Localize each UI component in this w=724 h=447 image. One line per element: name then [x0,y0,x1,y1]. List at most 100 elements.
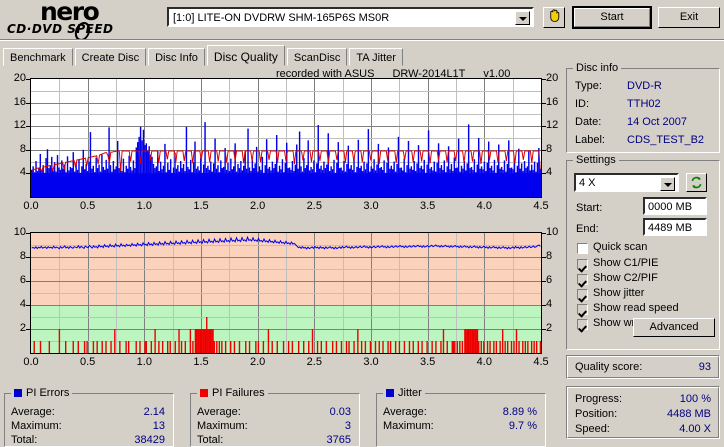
pie-chart-ytick-mark [26,149,30,151]
checkbox-label-1[interactable]: Show C1/PIE [593,257,659,269]
jitter-stats-title: Jitter [383,387,425,399]
tab-scandisc[interactable]: ScanDisc [286,48,348,66]
chevron-down-icon[interactable] [660,177,675,191]
pie-chart-ytick-left: 4 [19,166,26,179]
scan-end-label: End: [576,223,599,235]
checkbox-label-2[interactable]: Show C2/PIF [593,272,658,284]
pie-chart-ytick-right: 12 [546,119,559,132]
scan-end-input[interactable]: 4489 MB [643,218,707,236]
hand-icon [547,9,562,26]
tab-disc-quality[interactable]: Disc Quality [206,45,285,66]
pif-jitter-chart-ytick-right: 10 [546,226,559,238]
pi_failures-label-1: Maximum: [197,420,248,432]
nero-logo: nero CD·DVD SPEED [6,0,161,41]
header-bar: nero CD·DVD SPEED [1:0] LITE-ON DVDRW SH… [0,0,724,41]
checkbox-show-write-speed[interactable] [577,319,588,330]
checkbox-quick-scan[interactable] [577,243,588,254]
tab-create-disc[interactable]: Create Disc [74,48,147,66]
disc-info-title: Disc info [573,62,622,74]
checkbox-label-3[interactable]: Show jitter [593,287,645,299]
quality-score-value: 93 [698,361,711,373]
pie-chart-gridline-h [31,126,541,127]
tab-benchmark[interactable]: Benchmark [3,48,73,66]
logo-wordmark: nero [40,0,100,26]
pif-jitter-chart-xtick: 2.0 [250,356,266,368]
pif-jitter-chart-xtick: 3.5 [420,356,436,368]
pie-chart-ytick-right: 4 [546,166,553,179]
pif-jitter-chart-gridline-v [541,233,542,353]
pie-chart-xtick: 3.0 [363,200,379,212]
pie-chart-ytick-left: 12 [13,119,26,132]
checkbox-label-0[interactable]: Quick scan [593,241,648,253]
scan-start-label: Start: [576,202,603,214]
pi_failures-value-1: 3 [344,420,351,432]
pie-chart-gridline-h [31,91,541,92]
pie-chart-ytick-mark [542,149,546,151]
pi_errors-label-2: Total: [11,434,38,446]
pie-chart-ytick-right: 20 [546,72,559,84]
checkbox-show-jitter[interactable] [577,289,588,300]
pif-jitter-chart-xtick: 0.5 [80,356,96,368]
pi_errors-label-1: Maximum: [11,420,62,432]
pi-failures-label: PI Failures [212,387,265,399]
pif-jitter-chart-gridline-h [31,341,541,342]
pie-chart-gridline-h [31,138,541,139]
checkbox-label-4[interactable]: Show read speed [593,302,679,314]
pi_failures-value-2: 3765 [326,434,351,446]
header-divider [0,39,724,40]
tab-disc-info[interactable]: Disc Info [148,48,205,66]
disc-info-value-3: CDS_TEST_B2 [627,134,705,146]
pif-jitter-chart-ytick-mark [26,257,30,258]
speed-select[interactable]: 4 X [574,173,679,192]
pi-failures-stats-group: PI Failures Average: 0.03 Maximum: 3 Total: 3… [190,387,360,447]
pi-errors-label: PI Errors [26,387,70,399]
pi-failures-stats-title: PI Failures [197,387,268,399]
pie-chart-ytick-mark [542,102,546,104]
checkbox-show-c1-pie[interactable] [577,259,588,270]
pif-jitter-chart-gridline-h [31,245,541,246]
pif-jitter-chart-xtick: 4.5 [533,356,549,368]
exit-button[interactable]: Exit [658,7,720,28]
speed-select-value: 4 X [579,177,596,189]
status-panel: Progress: 100 % Position: 4488 MB Speed: 4.00… [566,386,720,439]
pie-chart-xtick: 4.0 [476,200,492,212]
pif-jitter-chart-gridline-h [31,269,541,270]
pie-chart-plot-area [30,78,542,198]
scan-start-input[interactable]: 0000 MB [643,197,707,215]
drive-select[interactable]: [1:0] LITE-ON DVDRW SHM-165P6S MS0R [167,7,534,27]
pif-jitter-chart-xtick: 3.0 [363,356,379,368]
checkbox-show-read-speed[interactable] [577,304,588,315]
logo-tagline: CD·DVD SPEED [7,22,114,36]
disc-info-label-3: Label: [575,134,605,146]
pie-chart-gridline-v [541,79,542,197]
drive-select-value: [1:0] LITE-ON DVDRW SHM-165P6S MS0R [173,12,390,24]
chevron-down-icon[interactable] [515,11,530,25]
jitter-stats-group: Jitter Average: 8.89 % Maximum: 9.7 % [376,387,546,447]
checkbox-show-c2-pif[interactable] [577,274,588,285]
pie-chart-ytick-mark [26,173,30,175]
recorded-with-label: recorded with ASUS [276,68,375,80]
pie-chart-xtick: 0.0 [23,200,39,212]
disc-info-group: Disc info Type: DVD-R ID: TTH02 Date: 14 Oct … [566,62,720,153]
status-value-2: 4.00 X [679,423,711,435]
pif-jitter-chart-xtick: 1.0 [136,356,152,368]
quality-score-label: Quality score: [575,361,643,373]
pie-chart-ytick-mark [26,102,30,104]
eject-hand-button[interactable] [543,7,565,28]
refresh-button[interactable] [686,173,707,192]
start-button[interactable]: Start [572,6,652,29]
disc-info-value-2: 14 Oct 2007 [627,116,687,128]
jitter-label-1: Maximum: [383,420,434,432]
tab-ta-jitter[interactable]: TA Jitter [349,48,403,66]
pif-jitter-chart-gridline-h [31,281,541,282]
pif-jitter-chart-plot-area [30,232,542,354]
advanced-button[interactable]: Advanced [633,318,715,337]
pif-jitter-chart-series-layer [31,235,541,353]
pif-jitter-chart-ytick-mark [26,281,30,282]
recorder-model: DRW-2014L1T [392,68,466,80]
pif-jitter-chart-gridline-h [31,305,541,306]
quality-score-panel: Quality score: 93 [566,355,720,379]
pie-chart-xtick: 1.5 [193,200,209,212]
jitter-value-1: 9.7 % [508,420,537,432]
